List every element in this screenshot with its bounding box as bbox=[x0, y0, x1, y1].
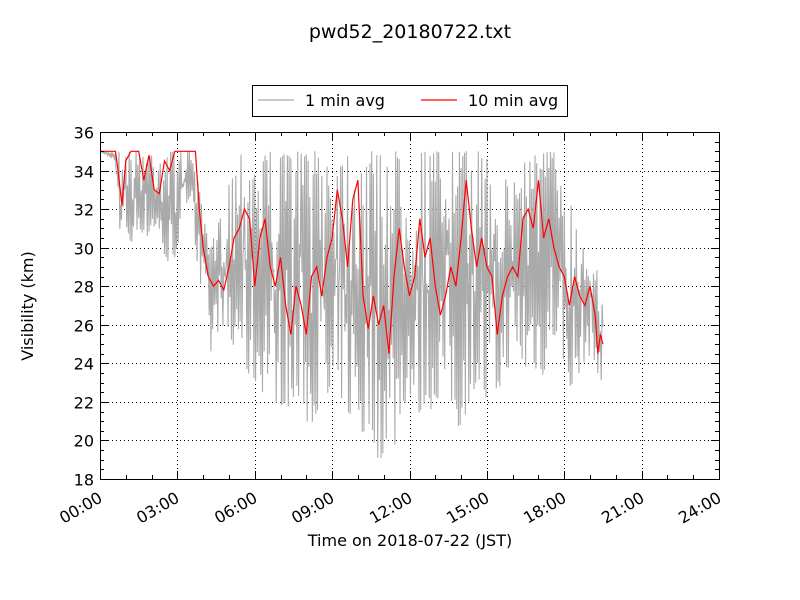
legend: 1 min avg 10 min avg bbox=[252, 85, 568, 117]
legend-box bbox=[252, 85, 568, 117]
series-1-min-avg bbox=[99, 149, 604, 459]
series-line-1-min-avg bbox=[99, 149, 604, 459]
series-10-min-avg bbox=[100, 150, 604, 354]
y-tick-labels: 18 20 22 24 26 28 30 32 34 36 bbox=[74, 124, 94, 490]
y-axis-label: Visibility (km) bbox=[18, 251, 37, 360]
y-tick-label: 30 bbox=[74, 240, 94, 259]
x-axis-label: Time on 2018-07-22 (JST) bbox=[307, 531, 512, 550]
y-tick-label: 28 bbox=[74, 278, 94, 297]
y-tick-label: 34 bbox=[74, 163, 94, 182]
legend-label-10-min-avg: 10 min avg bbox=[468, 91, 558, 110]
y-tick-label: 22 bbox=[74, 394, 94, 413]
y-tick-label: 24 bbox=[74, 355, 94, 374]
chart-title: pwd52_20180722.txt bbox=[309, 21, 511, 43]
y-tick-label: 20 bbox=[74, 432, 94, 451]
y-tick-label: 18 bbox=[74, 471, 94, 490]
y-tick-label: 32 bbox=[74, 201, 94, 220]
series-line-10-min-avg bbox=[100, 150, 604, 354]
axis-ticks bbox=[100, 132, 720, 480]
legend-label-1-min-avg: 1 min avg bbox=[305, 91, 385, 110]
y-tick-label: 36 bbox=[74, 124, 94, 143]
y-tick-label: 26 bbox=[74, 317, 94, 336]
